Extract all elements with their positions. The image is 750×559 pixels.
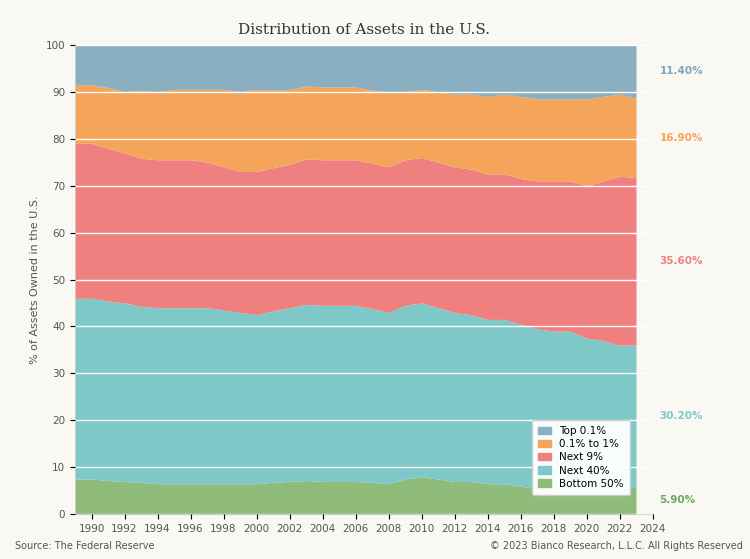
Title: Distribution of Assets in the U.S.: Distribution of Assets in the U.S. (238, 22, 490, 36)
Text: Source: The Federal Reserve: Source: The Federal Reserve (15, 541, 154, 551)
Text: 5.90%: 5.90% (659, 495, 695, 505)
Text: © 2023 Bianco Research, L.L.C. All Rights Reserved: © 2023 Bianco Research, L.L.C. All Right… (490, 541, 742, 551)
Text: 35.60%: 35.60% (659, 256, 703, 266)
Y-axis label: % of Assets Owned in the U.S.: % of Assets Owned in the U.S. (30, 195, 40, 364)
Text: 16.90%: 16.90% (659, 133, 703, 143)
Legend: Top 0.1%, 0.1% to 1%, Next 9%, Next 40%, Bottom 50%: Top 0.1%, 0.1% to 1%, Next 9%, Next 40%,… (532, 420, 630, 495)
Text: 30.20%: 30.20% (659, 411, 703, 421)
Text: 11.40%: 11.40% (659, 67, 703, 77)
